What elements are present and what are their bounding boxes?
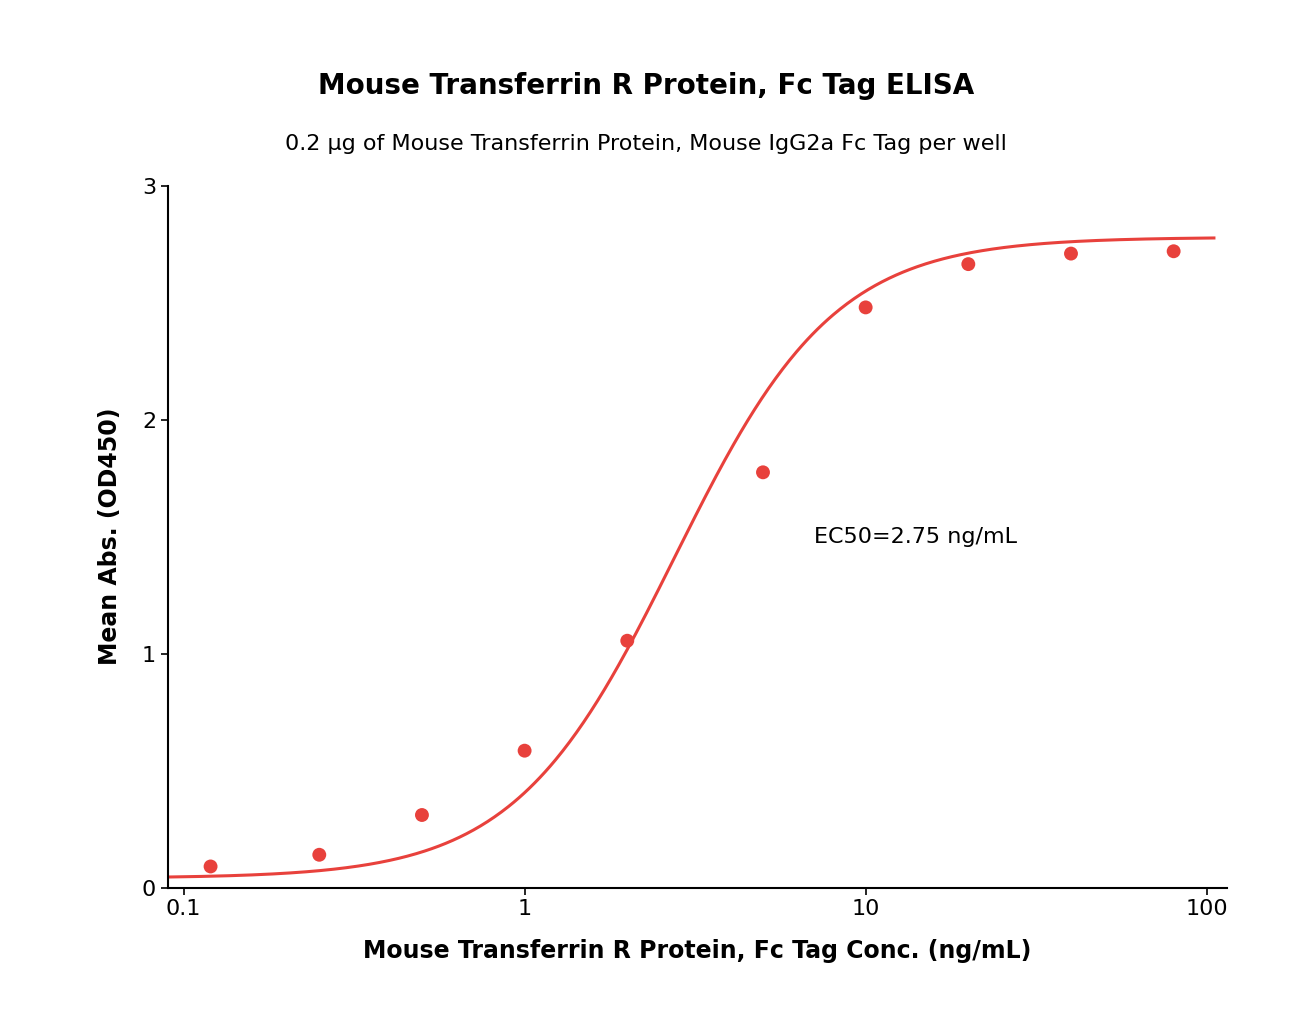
Point	[1061, 246, 1081, 262]
Point	[753, 464, 774, 481]
Point	[412, 807, 433, 824]
Point	[957, 256, 978, 272]
Text: EC50=2.75 ng/mL: EC50=2.75 ng/mL	[814, 526, 1017, 547]
Y-axis label: Mean Abs. (OD450): Mean Abs. (OD450)	[98, 408, 123, 666]
Point	[200, 859, 221, 875]
Point	[514, 742, 535, 759]
Point	[309, 846, 329, 863]
Text: 0.2 μg of Mouse Transferrin Protein, Mouse IgG2a Fc Tag per well: 0.2 μg of Mouse Transferrin Protein, Mou…	[286, 134, 1006, 154]
Text: Mouse Transferrin R Protein, Fc Tag ELISA: Mouse Transferrin R Protein, Fc Tag ELIS…	[318, 72, 974, 100]
Point	[1163, 243, 1183, 259]
Point	[618, 633, 638, 649]
X-axis label: Mouse Transferrin R Protein, Fc Tag Conc. (ng/mL): Mouse Transferrin R Protein, Fc Tag Conc…	[363, 939, 1032, 963]
Point	[855, 299, 876, 316]
